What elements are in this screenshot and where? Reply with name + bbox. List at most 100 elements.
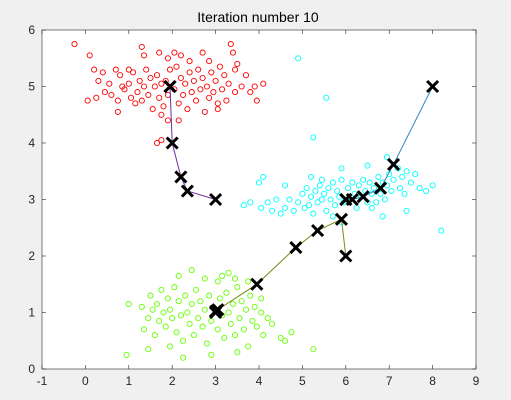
data-point-series-3 bbox=[221, 334, 228, 341]
data-points-layer bbox=[71, 41, 445, 361]
data-point-series-1 bbox=[234, 60, 241, 67]
data-point-series-1 bbox=[199, 49, 206, 56]
centroid-marker-3 bbox=[339, 249, 353, 263]
data-point-series-3 bbox=[234, 349, 241, 356]
data-point-series-1 bbox=[156, 49, 163, 56]
data-point-series-3 bbox=[184, 309, 191, 316]
centroid-marker-1 bbox=[174, 170, 188, 184]
data-point-series-3 bbox=[253, 323, 260, 330]
centroid-x-stroke bbox=[386, 157, 401, 172]
data-point-series-1 bbox=[153, 139, 161, 147]
data-point-series-2 bbox=[240, 202, 247, 209]
data-point-series-2 bbox=[429, 182, 436, 189]
data-point-series-2 bbox=[349, 179, 356, 186]
data-point-series-1 bbox=[175, 117, 182, 124]
data-point-series-2 bbox=[338, 176, 345, 183]
centroid-marker-2 bbox=[386, 157, 401, 172]
data-point-series-3 bbox=[251, 303, 258, 310]
data-point-series-2 bbox=[423, 187, 430, 195]
data-point-series-3 bbox=[153, 300, 161, 308]
data-point-series-3 bbox=[151, 332, 158, 339]
centroid-marker-2 bbox=[373, 181, 388, 195]
data-point-series-2 bbox=[366, 179, 373, 186]
data-point-series-1 bbox=[251, 83, 258, 90]
centroid-marker-3 bbox=[209, 305, 223, 320]
data-point-series-2 bbox=[318, 176, 325, 183]
y-tick-label: 6 bbox=[28, 23, 35, 37]
data-point-series-1 bbox=[145, 91, 152, 99]
data-point-series-3 bbox=[214, 326, 221, 333]
data-point-series-3 bbox=[197, 298, 204, 305]
data-point-series-3 bbox=[177, 312, 184, 319]
x-tick-label: 2 bbox=[169, 374, 176, 388]
data-point-series-3 bbox=[208, 351, 215, 358]
data-point-series-1 bbox=[140, 83, 148, 90]
data-point-series-2 bbox=[327, 196, 334, 203]
data-point-series-2 bbox=[258, 204, 265, 212]
centroid-x-stroke bbox=[356, 190, 370, 204]
data-point-series-2 bbox=[308, 173, 315, 180]
data-point-series-3 bbox=[203, 340, 210, 347]
centroid-marker-1 bbox=[180, 184, 194, 198]
data-point-series-3 bbox=[166, 306, 174, 313]
data-point-series-3 bbox=[236, 315, 243, 322]
data-point-series-1 bbox=[121, 86, 128, 93]
data-point-series-2 bbox=[277, 210, 284, 217]
data-point-series-2 bbox=[286, 196, 293, 203]
data-point-series-1 bbox=[101, 89, 108, 96]
data-point-series-2 bbox=[323, 94, 330, 101]
data-point-series-2 bbox=[295, 199, 302, 206]
data-point-series-3 bbox=[160, 309, 167, 316]
data-point-series-1 bbox=[136, 77, 143, 84]
data-point-series-2 bbox=[403, 207, 410, 214]
data-point-series-3 bbox=[277, 334, 284, 341]
y-tick-label: 3 bbox=[28, 193, 35, 207]
data-point-series-1 bbox=[151, 83, 158, 90]
data-point-series-1 bbox=[71, 41, 78, 48]
centroid-x-stroke bbox=[250, 277, 264, 291]
data-point-series-1 bbox=[212, 77, 219, 84]
data-point-series-3 bbox=[188, 267, 195, 274]
data-point-series-1 bbox=[112, 66, 119, 73]
data-point-series-2 bbox=[334, 187, 341, 195]
data-point-series-2 bbox=[305, 202, 312, 209]
data-point-series-1 bbox=[180, 91, 187, 99]
data-point-series-1 bbox=[203, 83, 210, 90]
data-point-series-2 bbox=[329, 179, 336, 186]
data-point-series-3 bbox=[281, 337, 289, 344]
x-tick-label: 6 bbox=[342, 374, 349, 388]
data-point-series-2 bbox=[303, 185, 310, 192]
data-point-series-2 bbox=[247, 199, 254, 206]
data-point-series-1 bbox=[177, 52, 184, 59]
data-point-series-3 bbox=[245, 278, 252, 285]
centroid-x-stroke bbox=[311, 224, 325, 238]
data-point-series-1 bbox=[247, 89, 254, 96]
data-point-series-1 bbox=[197, 86, 204, 93]
data-point-series-3 bbox=[175, 298, 182, 305]
data-point-series-1 bbox=[84, 97, 91, 104]
data-point-series-1 bbox=[186, 58, 193, 65]
data-point-series-2 bbox=[264, 199, 271, 206]
data-point-series-1 bbox=[106, 80, 113, 87]
data-point-series-2 bbox=[360, 176, 367, 183]
data-point-series-2 bbox=[416, 185, 423, 192]
data-point-series-2 bbox=[281, 204, 289, 212]
centroid-x-stroke bbox=[163, 79, 177, 94]
data-point-series-2 bbox=[381, 196, 388, 203]
data-point-series-1 bbox=[216, 63, 223, 70]
data-point-series-1 bbox=[175, 100, 182, 107]
data-point-series-2 bbox=[375, 173, 382, 180]
centroid-marker-3 bbox=[289, 240, 303, 255]
data-point-series-3 bbox=[232, 332, 239, 339]
data-point-series-2 bbox=[407, 179, 414, 186]
data-point-series-3 bbox=[123, 351, 130, 358]
data-point-series-3 bbox=[201, 275, 208, 282]
data-point-series-3 bbox=[138, 303, 145, 310]
data-point-series-3 bbox=[240, 326, 247, 333]
data-point-series-3 bbox=[171, 284, 178, 291]
data-point-series-2 bbox=[379, 213, 386, 220]
data-point-series-2 bbox=[438, 227, 445, 234]
data-point-series-1 bbox=[195, 66, 202, 73]
data-point-series-2 bbox=[370, 185, 378, 192]
